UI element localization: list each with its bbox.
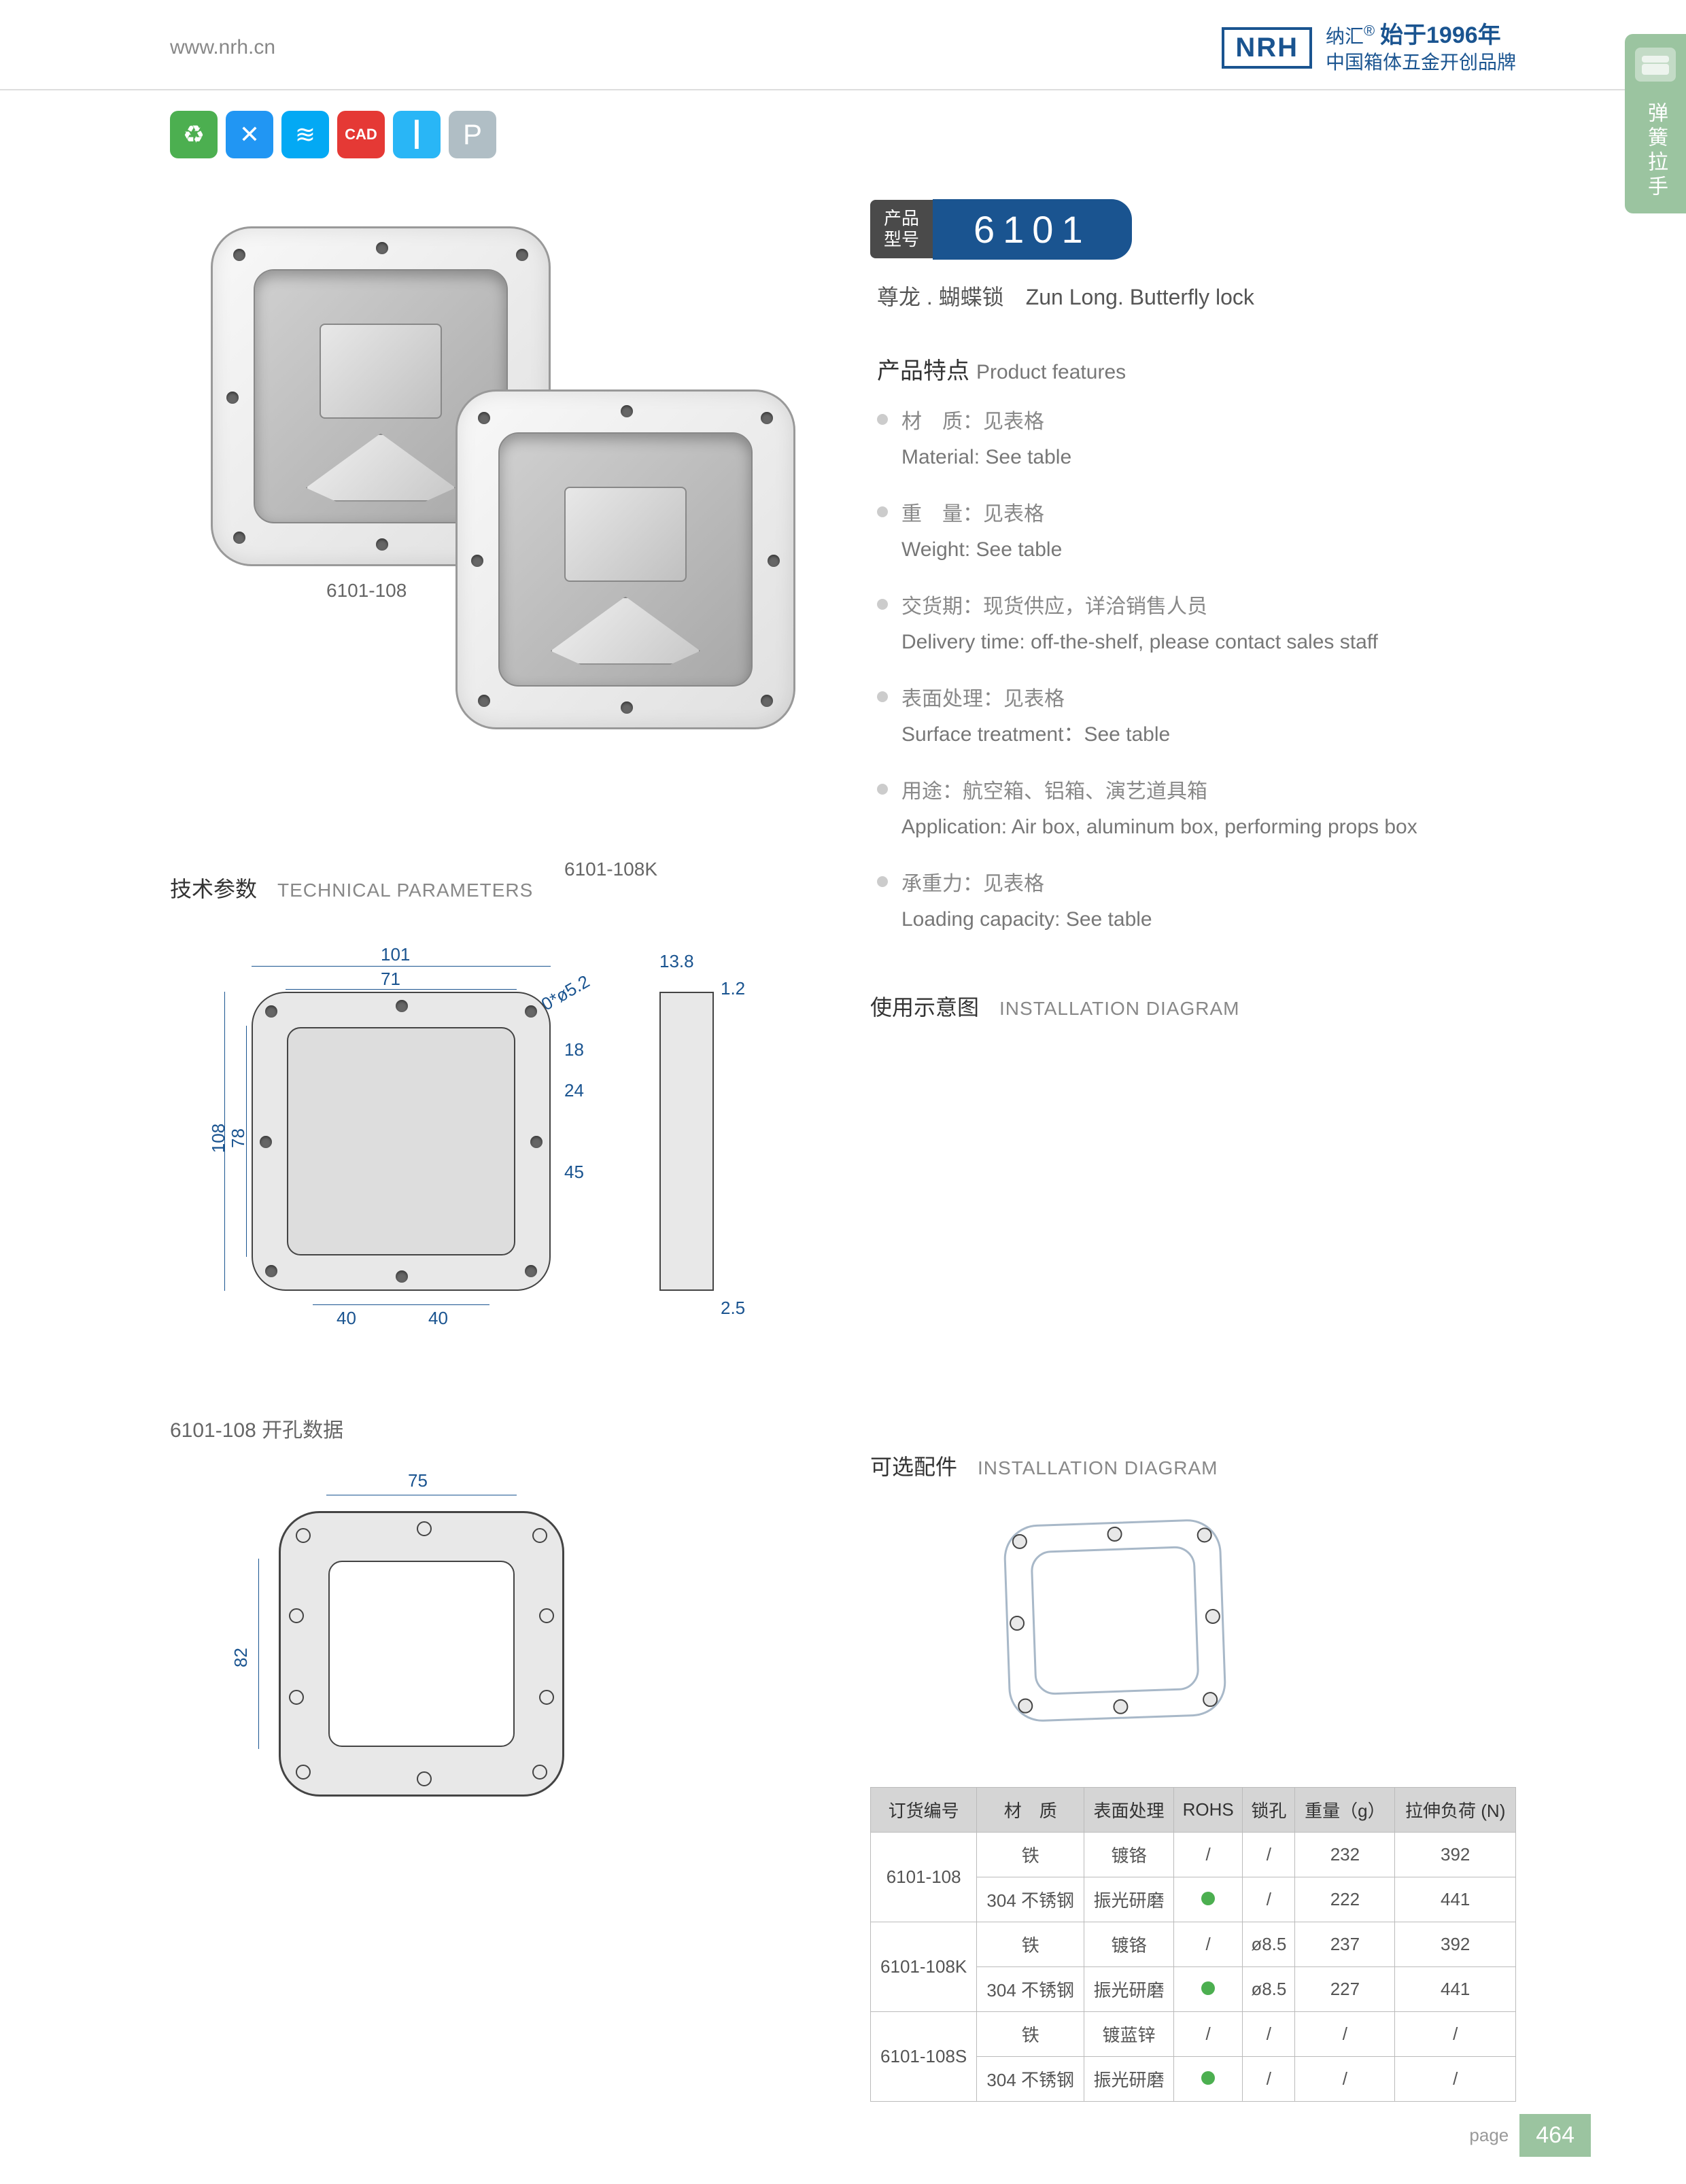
feature-icon-row: ♻ ✕ ≋ CAD ┃ P (0, 90, 1686, 158)
spec-table: 订货编号材 质表面处理ROHS锁孔重量（g）拉伸负荷 (N) 6101-108铁… (870, 1787, 1516, 2102)
model-badge: 产品 型号 6101 (870, 199, 1516, 260)
table-row: 6101-108铁镀铬//232392 (871, 1832, 1516, 1877)
eco-icon: ♻ (170, 111, 218, 158)
accessory-drawing (870, 1515, 1516, 1787)
feature-item: 表面处理：见表格Surface treatment：See table (877, 683, 1516, 751)
p-icon: P (449, 111, 496, 158)
spring-icon: ≋ (281, 111, 329, 158)
model-number: 6101 (933, 199, 1132, 260)
technical-drawing: 101 71 10*ø5.2 108 78 18 24 45 40 40 13.… (170, 937, 816, 1413)
site-url: www.nrh.cn (170, 36, 275, 59)
rohs-dot (1201, 1981, 1215, 1995)
brand-block: NRH 纳汇® 始于1996年 中国箱体五金开创品牌 (1222, 20, 1516, 75)
feature-item: 材 质：见表格Material: See table (877, 406, 1516, 474)
page-footer: page 464 (1469, 2114, 1591, 2157)
screw-icon: ┃ (393, 111, 441, 158)
feature-item: 用途：航空箱、铝箱、演艺道具箱Application: Air box, alu… (877, 776, 1516, 844)
side-category-tab[interactable]: 弹簧拉手 (1625, 34, 1686, 213)
accessory-title: 可选配件INSTALLATION DIAGRAM (870, 1450, 1516, 1481)
feature-item: 重 量：见表格Weight: See table (877, 498, 1516, 566)
product-render-2 (455, 389, 795, 729)
page-label: page (1469, 2125, 1509, 2146)
tech-params-title: 技术参数TECHNICAL PARAMETERS (170, 872, 816, 903)
table-row: 6101-108K铁镀铬/ø8.5237392 (871, 1922, 1516, 1966)
rohs-dot (1201, 1892, 1215, 1905)
install-diagram-area (870, 1056, 1516, 1423)
page-number: 464 (1519, 2114, 1591, 2157)
hole-data-label: 6101-108 开孔数据 (170, 1413, 816, 1443)
image-label-1: 6101-108 (326, 580, 407, 602)
feature-item: 交货期：现货供应，详洽销售人员Delivery time: off-the-sh… (877, 591, 1516, 659)
brand-text: 纳汇® 始于1996年 中国箱体五金开创品牌 (1326, 20, 1516, 75)
hole-drawing: 75 82 (170, 1470, 816, 1878)
features-title: 产品特点Product features (870, 352, 1516, 385)
category-icon (1635, 48, 1676, 82)
product-subtitle: 尊龙 . 蝴蝶锁 Zun Long. Butterfly lock (870, 280, 1516, 311)
category-label: 弹簧拉手 (1640, 102, 1670, 200)
cad-icon: CAD (337, 111, 385, 158)
feature-item: 承重力：见表格Loading capacity: See table (877, 868, 1516, 936)
tools-icon: ✕ (226, 111, 273, 158)
brand-logo: NRH (1222, 27, 1312, 69)
table-row: 6101-108S铁镀蓝锌//// (871, 2011, 1516, 2056)
product-image-area: 6101-108 6101-108K (170, 199, 816, 845)
install-diagram-title: 使用示意图INSTALLATION DIAGRAM (870, 990, 1516, 1022)
rohs-dot (1201, 2071, 1215, 2085)
page-header: www.nrh.cn NRH 纳汇® 始于1996年 中国箱体五金开创品牌 (0, 0, 1686, 90)
model-label: 产品 型号 (870, 200, 933, 258)
image-label-2: 6101-108K (564, 859, 657, 880)
feature-list: 材 质：见表格Material: See table 重 量：见表格Weight:… (870, 406, 1516, 936)
table-header-row: 订货编号材 质表面处理ROHS锁孔重量（g）拉伸负荷 (N) (871, 1787, 1516, 1832)
